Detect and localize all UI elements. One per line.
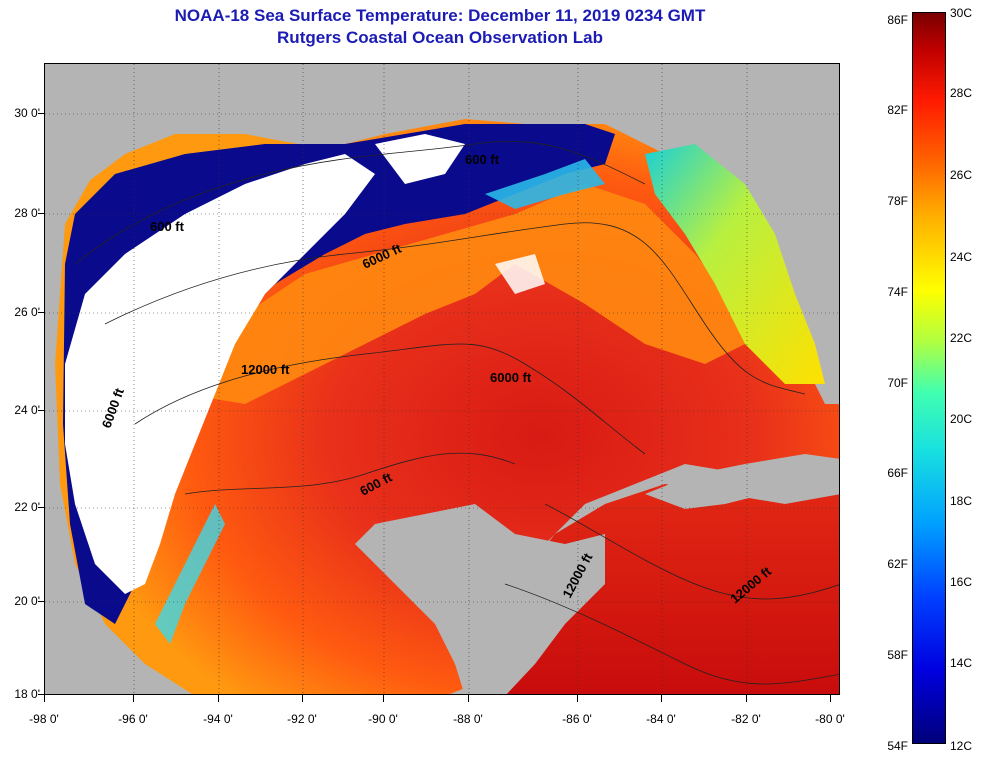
cloud-patch <box>495 254 545 294</box>
lon-tick <box>133 695 134 702</box>
florida-shelf <box>645 144 825 384</box>
colorbar-label-f: 62F <box>887 557 908 571</box>
colorbar-label-c: 22C <box>950 331 973 345</box>
cyan-front <box>155 504 225 644</box>
depth-label: 12000 ft <box>241 362 290 377</box>
lat-tick <box>38 601 44 602</box>
land-texas <box>45 64 839 364</box>
depth-label: 6000 ft <box>490 370 532 385</box>
lon-label-90: -90 0' <box>368 712 398 726</box>
colorbar-label-c: 30C <box>950 6 973 20</box>
colorbar-label-c: 28C <box>950 86 973 100</box>
lat-tick <box>38 113 44 114</box>
lon-tick <box>218 695 219 702</box>
land-mexico <box>45 364 149 694</box>
lat-tick <box>38 410 44 411</box>
lat-tick <box>38 694 44 695</box>
colorbar-label-c: 14C <box>950 656 973 670</box>
colorbar-label-c: 24C <box>950 250 973 264</box>
land-yucatan <box>355 504 605 694</box>
land-florida <box>775 64 839 353</box>
colorbar-label-f: 54F <box>887 739 908 753</box>
lat-label-22: 22 0' <box>14 500 40 514</box>
cyan-front <box>485 159 605 209</box>
lon-label-86: -86 0' <box>562 712 592 726</box>
temperature-colorbar <box>912 12 946 744</box>
lon-tick <box>661 695 662 702</box>
orange-band <box>185 184 745 404</box>
lon-tick <box>577 695 578 702</box>
colorbar-label-f: 86F <box>887 13 908 27</box>
lat-label-18: 18 0' <box>14 687 40 701</box>
lat-label-20: 20 0' <box>14 594 40 608</box>
lon-label-82: -82 0' <box>731 712 761 726</box>
gridlines <box>45 64 839 694</box>
cloud-patch <box>375 134 465 184</box>
lon-label-92: -92 0' <box>287 712 317 726</box>
map-subtitle: Rutgers Coastal Ocean Observation Lab <box>277 28 603 47</box>
colorbar-label-c: 16C <box>950 575 973 589</box>
colorbar-label-f: 74F <box>887 285 908 299</box>
cloud-cover <box>65 154 375 594</box>
sst-map[interactable]: 600 ft 600 ft 6000 ft 12000 ft 6000 ft 6… <box>44 63 840 695</box>
colorbar-label-f: 66F <box>887 466 908 480</box>
lat-label-24: 24 0' <box>14 403 40 417</box>
lon-label-98: -98 0' <box>29 712 59 726</box>
land-cuba <box>645 454 839 509</box>
lon-label-80: -80 0' <box>815 712 845 726</box>
sst-map-image: 600 ft 600 ft 6000 ft 12000 ft 6000 ft 6… <box>45 64 839 694</box>
colorbar-label-f: 78F <box>887 194 908 208</box>
lat-tick <box>38 312 44 313</box>
lon-tick <box>746 695 747 702</box>
lon-label-88: -88 0' <box>453 712 483 726</box>
colorbar-label-f: 58F <box>887 648 908 662</box>
lon-tick <box>383 695 384 702</box>
depth-label: 600 ft <box>465 152 500 167</box>
lat-label-26: 26 0' <box>14 305 40 319</box>
colorbar-label-c: 26C <box>950 168 973 182</box>
lon-label-96: -96 0' <box>118 712 148 726</box>
lon-tick <box>830 695 831 702</box>
lon-label-94: -94 0' <box>203 712 233 726</box>
colorbar-label-c: 18C <box>950 494 973 508</box>
lat-tick <box>38 213 44 214</box>
colorbar-label-f: 82F <box>887 103 908 117</box>
lat-label-30: 30 0' <box>14 106 40 120</box>
lon-tick <box>468 695 469 702</box>
colorbar-label-f: 70F <box>887 376 908 390</box>
map-title: NOAA-18 Sea Surface Temperature: Decembe… <box>174 6 706 25</box>
lon-tick <box>302 695 303 702</box>
depth-label: 600 ft <box>150 219 185 234</box>
lon-label-84: -84 0' <box>646 712 676 726</box>
lon-tick <box>44 695 45 702</box>
lat-tick <box>38 507 44 508</box>
colorbar-label-c: 20C <box>950 412 973 426</box>
lat-label-28: 28 0' <box>14 206 40 220</box>
colorbar-label-c: 12C <box>950 739 973 753</box>
depth-contours <box>74 141 839 685</box>
